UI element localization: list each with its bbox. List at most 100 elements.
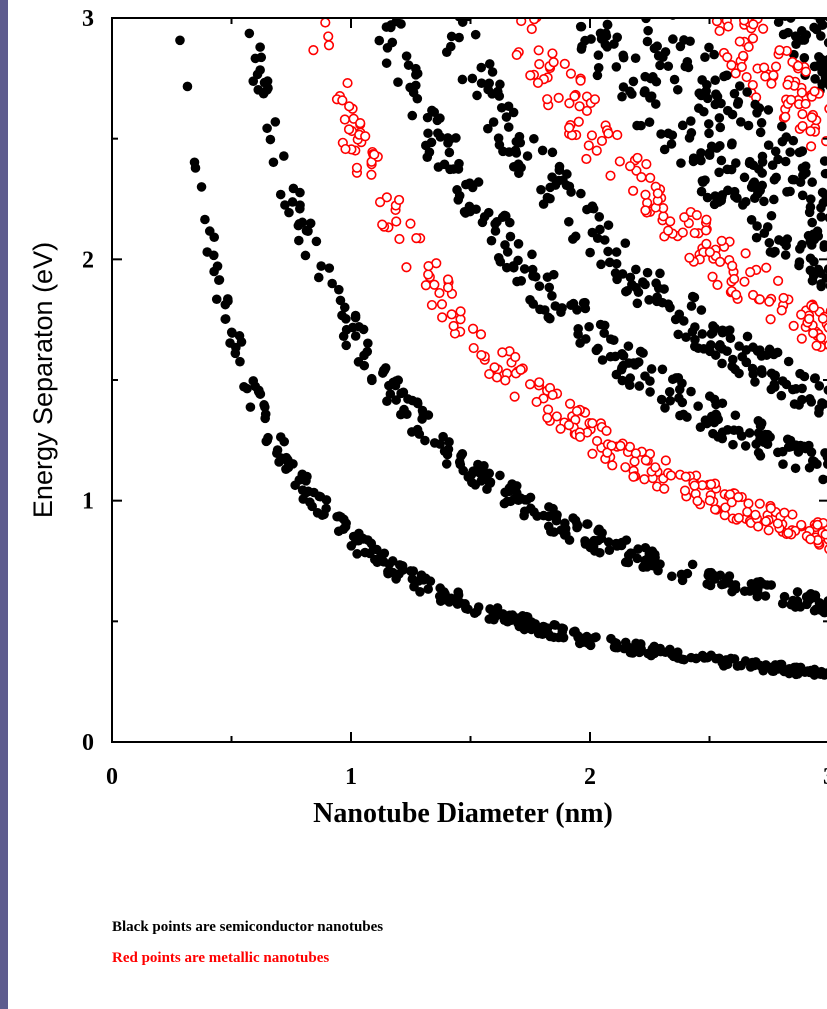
metallic-point xyxy=(448,320,459,332)
metallic-point xyxy=(808,302,819,313)
semiconductor-point xyxy=(631,264,641,275)
semiconductor-point xyxy=(505,496,516,507)
semiconductor-point xyxy=(725,333,736,344)
semiconductor-point xyxy=(482,484,492,494)
semiconductor-point xyxy=(599,235,610,245)
metallic-point xyxy=(659,483,670,494)
semiconductor-point xyxy=(627,89,637,99)
metallic-point xyxy=(581,153,592,165)
semiconductor-point xyxy=(814,61,825,72)
semiconductor-point xyxy=(814,381,825,391)
semiconductor-point xyxy=(632,357,643,368)
semiconductor-point xyxy=(765,247,776,257)
semiconductor-point xyxy=(625,272,636,283)
semiconductor-point xyxy=(821,273,827,283)
metallic-point xyxy=(509,391,520,402)
semiconductor-point xyxy=(608,335,619,345)
semiconductor-point xyxy=(417,414,427,424)
semiconductor-point xyxy=(642,36,653,47)
semiconductor-point xyxy=(339,302,350,313)
semiconductor-point xyxy=(782,234,793,244)
metallic-point xyxy=(525,70,536,81)
axis-ticks xyxy=(111,17,827,743)
metallic-point xyxy=(700,225,712,236)
metallic-point xyxy=(774,45,785,56)
semiconductor-point xyxy=(667,571,677,582)
semiconductor-point xyxy=(399,404,409,415)
metallic-point xyxy=(476,349,487,361)
semiconductor-point xyxy=(729,186,740,197)
semiconductor-point xyxy=(657,364,668,375)
semiconductor-point xyxy=(618,351,629,361)
semiconductor-point xyxy=(724,325,735,335)
semiconductor-point xyxy=(432,115,443,126)
semiconductor-point xyxy=(718,579,729,589)
semiconductor-point xyxy=(248,376,259,386)
legend-note-metallic: Red points are metallic nanotubes xyxy=(112,950,330,966)
semiconductor-point xyxy=(715,122,726,133)
metallic-point xyxy=(612,129,623,141)
semiconductor-point xyxy=(341,340,352,351)
semiconductor-point xyxy=(457,448,468,459)
metallic-point xyxy=(776,305,787,316)
metallic-point xyxy=(701,238,712,249)
semiconductor-point xyxy=(698,344,709,354)
semiconductor-point xyxy=(554,165,565,175)
semiconductor-point xyxy=(454,32,464,43)
legend-note-semiconductor: Black points are semiconductor nanotubes xyxy=(112,919,384,935)
semiconductor-point xyxy=(612,274,622,285)
semiconductor-point xyxy=(677,397,688,408)
semiconductor-point xyxy=(460,599,470,609)
semiconductor-point xyxy=(717,657,728,668)
semiconductor-point xyxy=(784,668,794,679)
metallic-point xyxy=(484,368,495,380)
metallic-point xyxy=(750,509,761,521)
semiconductor-point xyxy=(728,354,738,365)
semiconductor-point xyxy=(439,159,450,170)
semiconductor-point xyxy=(550,180,561,190)
semiconductor-point xyxy=(777,376,788,386)
metallic-point xyxy=(468,342,479,354)
metallic-point xyxy=(587,448,598,459)
semiconductor-point xyxy=(767,347,778,358)
semiconductor-point xyxy=(416,570,427,580)
semiconductor-point xyxy=(586,34,596,44)
semiconductor-point xyxy=(488,117,499,127)
metallic-point xyxy=(707,271,718,282)
semiconductor-point xyxy=(582,519,593,529)
semiconductor-point xyxy=(630,53,641,63)
metallic-point xyxy=(677,227,688,238)
semiconductor-point xyxy=(564,216,574,227)
semiconductor-point xyxy=(798,34,809,45)
semiconductor-point xyxy=(476,78,487,88)
semiconductor-point xyxy=(225,338,235,348)
semiconductor-point xyxy=(814,408,824,418)
metallic-point xyxy=(806,112,817,123)
semiconductor-point xyxy=(575,338,585,348)
metallic-point xyxy=(764,296,775,307)
semiconductor-point xyxy=(272,445,283,455)
metallic-point xyxy=(722,52,733,63)
semiconductor-point xyxy=(667,130,678,140)
semiconductor-point xyxy=(566,300,576,310)
semiconductor-point xyxy=(352,549,362,559)
semiconductor-point xyxy=(670,314,681,325)
metallic-point xyxy=(765,503,776,514)
semiconductor-point xyxy=(818,198,827,208)
metallic-point xyxy=(625,161,636,172)
semiconductor-point xyxy=(576,21,587,32)
semiconductor-point xyxy=(244,28,255,39)
semiconductor-point xyxy=(704,42,714,53)
metallic-point xyxy=(817,313,827,324)
metallic-point xyxy=(679,212,690,223)
metallic-point xyxy=(640,189,651,200)
semiconductor-point xyxy=(632,298,643,309)
metallic-point xyxy=(381,192,392,203)
semiconductor-point xyxy=(650,99,661,109)
semiconductor-point xyxy=(605,351,616,362)
metallic-point xyxy=(742,506,753,518)
metallic-point xyxy=(602,447,613,458)
semiconductor-point xyxy=(253,386,264,397)
semiconductor-point xyxy=(517,611,528,621)
y-tick-label: 3 xyxy=(82,6,94,32)
